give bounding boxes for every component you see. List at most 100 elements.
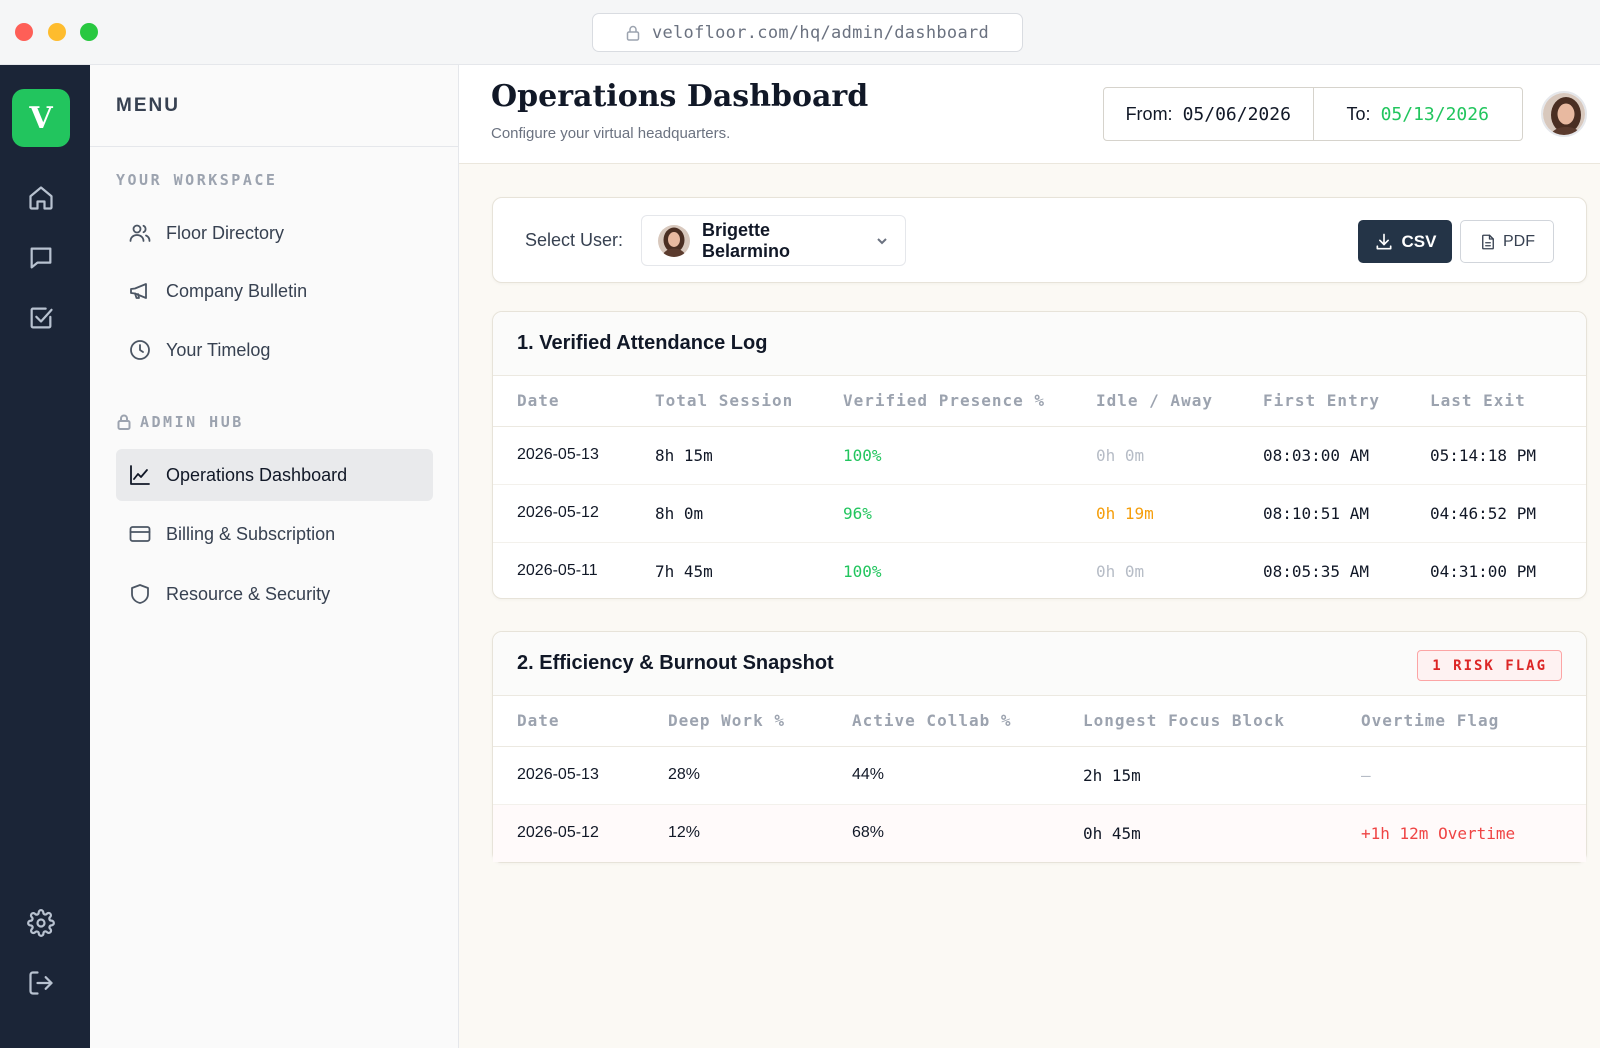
page-subtitle: Configure your virtual headquarters.	[491, 125, 731, 142]
attendance-log-card: 1. Verified Attendance Log Date Total Se…	[492, 311, 1587, 600]
user-dropdown[interactable]: Brigette Belarmino	[641, 215, 906, 266]
table-header-row: Date Deep Work % Active Collab % Longest…	[493, 696, 1586, 747]
section-label-admin: ADMIN HUB	[116, 413, 244, 431]
gear-icon[interactable]	[26, 908, 56, 938]
table-row[interactable]: 2026-05-12 12% 68% 0h 45m +1h 12m Overti…	[493, 803, 1586, 862]
checkbox-icon[interactable]	[26, 303, 56, 333]
sidebar-item-label: Company Bulletin	[166, 280, 308, 301]
sidebar-item-your-timelog[interactable]: Your Timelog	[116, 324, 433, 376]
cell-first-entry: 08:05:35 AM	[1239, 541, 1406, 600]
column-header[interactable]: Idle / Away	[1072, 376, 1239, 427]
risk-flag-badge: 1 RISK FLAG	[1417, 650, 1562, 681]
app-logo[interactable]: V	[12, 89, 70, 147]
sidebar-item-label: Operations Dashboard	[166, 464, 348, 485]
user-selector-card: Select User: Brigette Belarmino CSV PDF	[492, 197, 1587, 283]
cell-last-exit: 05:14:18 PM	[1430, 445, 1536, 465]
cell-deep-work: 12%	[644, 803, 828, 862]
cell-first-entry: 08:03:00 AM	[1263, 445, 1369, 465]
icon-rail: V	[0, 65, 90, 1048]
export-csv-button[interactable]: CSV	[1358, 220, 1452, 263]
table-row[interactable]: 2026-05-13 28% 44% 2h 15m —	[493, 746, 1586, 804]
column-header[interactable]: Verified Presence %	[819, 376, 1072, 427]
efficiency-card-header: 2. Efficiency & Burnout Snapshot 1 RISK …	[493, 632, 1586, 696]
chevron-down-icon	[877, 237, 887, 244]
avatar[interactable]	[1541, 91, 1587, 137]
column-header[interactable]: Active Collab %	[828, 696, 1059, 747]
sidebar-item-resource-security[interactable]: Resource & Security	[116, 568, 433, 620]
cell-idle: 0h 0m	[1072, 541, 1239, 600]
sidebar-item-floor-directory[interactable]: Floor Directory	[116, 207, 433, 259]
column-header[interactable]: Total Session	[631, 376, 819, 427]
main-content: Operations Dashboard Configure your virt…	[459, 65, 1600, 1048]
cell-active-collab: 68%	[828, 803, 1059, 862]
column-header[interactable]: Last Exit	[1406, 376, 1586, 427]
menu-header: MENU	[90, 65, 458, 147]
selected-user-name: Brigette Belarmino	[702, 219, 791, 261]
table-row[interactable]: 2026-05-11 7h 45m 100% 0h 0m 08:05:35 AM…	[493, 541, 1586, 600]
menu-sidebar: MENU YOUR WORKSPACE Floor Directory Comp…	[90, 65, 459, 1048]
cell-date: 2026-05-13	[517, 446, 599, 463]
avatar	[658, 224, 690, 257]
window-minimize-button[interactable]	[48, 23, 66, 41]
cell-last-exit: 04:46:52 PM	[1406, 483, 1586, 542]
cell-idle: 0h 0m	[1096, 445, 1145, 465]
lock-icon	[626, 25, 640, 41]
column-header[interactable]: Date	[493, 696, 644, 747]
cell-total-session: 8h 15m	[655, 445, 713, 465]
column-header[interactable]: First Entry	[1239, 376, 1406, 427]
card-icon	[129, 526, 151, 542]
efficiency-table: Date Deep Work % Active Collab % Longest…	[493, 696, 1586, 862]
sidebar-item-label: Billing & Subscription	[166, 523, 336, 544]
attendance-card-title: 1. Verified Attendance Log	[493, 312, 1586, 376]
efficiency-snapshot-card: 2. Efficiency & Burnout Snapshot 1 RISK …	[492, 631, 1587, 863]
export-pdf-button[interactable]: PDF	[1460, 220, 1554, 263]
efficiency-card-title: 2. Efficiency & Burnout Snapshot	[517, 652, 834, 674]
to-date-field[interactable]: To: 05/13/2026	[1312, 88, 1523, 140]
cell-date: 2026-05-12	[493, 483, 631, 542]
logout-icon[interactable]	[26, 968, 56, 998]
column-header[interactable]: Deep Work %	[644, 696, 828, 747]
cell-date: 2026-05-12	[493, 803, 644, 862]
page-header: Operations Dashboard Configure your virt…	[459, 65, 1600, 164]
chart-icon	[130, 465, 150, 485]
cell-active-collab: 44%	[852, 766, 885, 783]
column-header[interactable]: Date	[493, 376, 631, 427]
window-close-button[interactable]	[15, 23, 33, 41]
cell-presence: 100%	[819, 541, 1072, 600]
sidebar-item-operations-dashboard[interactable]: Operations Dashboard	[116, 449, 433, 501]
address-url: velofloor.com/hq/admin/dashboard	[651, 22, 990, 43]
address-bar[interactable]: velofloor.com/hq/admin/dashboard	[592, 13, 1023, 52]
browser-chrome: velofloor.com/hq/admin/dashboard	[0, 0, 1600, 65]
from-date-field[interactable]: From: 05/06/2026	[1125, 103, 1291, 125]
window-zoom-button[interactable]	[80, 23, 98, 41]
cell-date: 2026-05-11	[493, 541, 631, 600]
lock-icon	[117, 414, 131, 430]
cell-focus-block: 2h 15m	[1083, 765, 1141, 785]
cell-overtime-flag: —	[1361, 765, 1371, 785]
cell-total-session: 8h 0m	[631, 483, 819, 542]
cell-presence: 100%	[843, 445, 882, 465]
chat-icon[interactable]	[26, 243, 56, 273]
download-icon	[1376, 233, 1392, 249]
column-header[interactable]: Longest Focus Block	[1059, 696, 1337, 747]
users-icon	[129, 224, 151, 242]
home-icon[interactable]	[26, 183, 56, 213]
date-range-picker: From: 05/06/2026 To: 05/13/2026	[1103, 87, 1523, 141]
column-header[interactable]: Overtime Flag	[1337, 696, 1586, 747]
cell-total-session: 7h 45m	[631, 541, 819, 600]
megaphone-icon	[130, 283, 147, 299]
section-label-workspace: YOUR WORKSPACE	[116, 171, 278, 189]
cell-idle: 0h 19m	[1072, 483, 1239, 542]
cell-presence: 96%	[819, 483, 1072, 542]
cell-first-entry: 08:10:51 AM	[1239, 483, 1406, 542]
table-row[interactable]: 2026-05-12 8h 0m 96% 0h 19m 08:10:51 AM …	[493, 483, 1586, 542]
sidebar-item-label: Floor Directory	[166, 222, 285, 243]
table-row[interactable]: 2026-05-13 8h 15m 100% 0h 0m 08:03:00 AM…	[493, 426, 1586, 484]
sidebar-item-billing[interactable]: Billing & Subscription	[116, 508, 433, 560]
cell-deep-work: 28%	[668, 766, 701, 783]
table-header-row: Date Total Session Verified Presence % I…	[493, 376, 1586, 427]
document-icon	[1482, 234, 1494, 249]
page-title: Operations Dashboard	[491, 79, 869, 114]
select-user-label: Select User:	[525, 230, 624, 250]
sidebar-item-company-bulletin[interactable]: Company Bulletin	[116, 265, 433, 317]
